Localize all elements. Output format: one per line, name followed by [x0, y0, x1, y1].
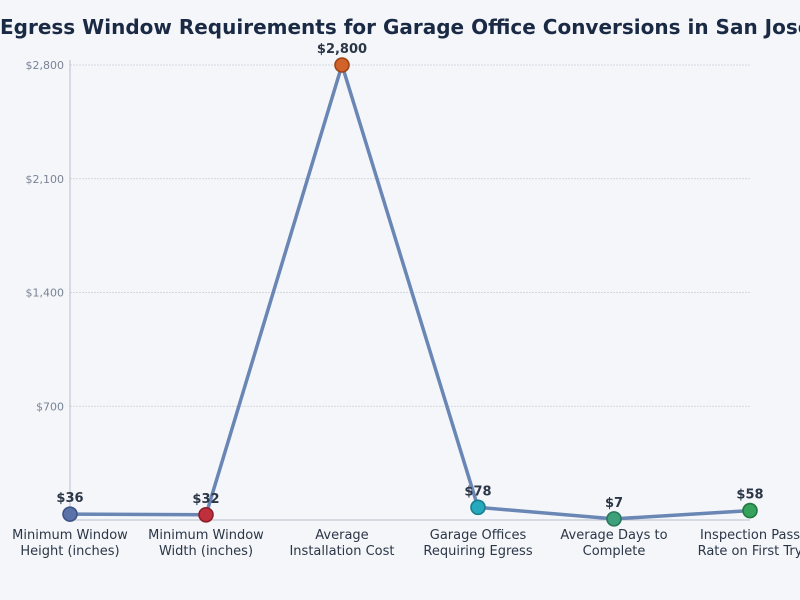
x-tick-label: Minimum Window Width (inches) — [148, 528, 264, 559]
y-tick-labels: $700 $1,400 $2,100 $2,800 — [26, 59, 65, 413]
axes — [69, 60, 750, 521]
x-tick-label-line: Minimum Window — [12, 528, 128, 543]
y-tick-label: $700 — [36, 400, 64, 413]
y-tick-label: $1,400 — [26, 287, 65, 300]
data-label: $2,800 — [317, 42, 367, 57]
y-tick-label: $2,800 — [26, 59, 65, 72]
grid-lines — [70, 64, 750, 407]
data-point — [742, 502, 758, 519]
x-tick-label: Inspection Pass Rate on First Try — [698, 528, 800, 559]
data-labels: $36 $32 $2,800 $78 $7 $58 — [56, 42, 763, 511]
data-point — [198, 506, 214, 523]
series-line-group — [68, 58, 752, 521]
x-tick-label-line: Installation Cost — [289, 544, 394, 559]
x-tick-label-line: Minimum Window — [148, 528, 264, 543]
data-label: $58 — [736, 488, 763, 503]
x-category-labels: Minimum Window Height (inches)Minimum Win… — [12, 528, 800, 559]
data-points — [62, 57, 758, 527]
x-tick-label-line: Garage Offices — [430, 528, 527, 543]
x-tick-label: Minimum Window Height (inches) — [12, 528, 128, 559]
x-tick-label: Average Days to Complete — [560, 528, 667, 559]
data-label: $78 — [464, 484, 491, 499]
x-tick-label-line: Requiring Egress — [423, 544, 532, 559]
data-point — [470, 499, 486, 516]
y-tick-label: $2,100 — [26, 173, 65, 186]
x-tick-label-line: Rate on First Try — [698, 544, 800, 559]
data-point — [334, 57, 350, 73]
x-tick-label-line: Inspection Pass — [700, 528, 800, 543]
data-point — [62, 506, 78, 522]
x-tick-label-line: Average — [315, 528, 368, 543]
data-point — [606, 511, 622, 527]
chart-title: Egress Window Requirements for Garage Of… — [0, 15, 800, 39]
x-tick-label-line: Average Days to — [560, 528, 667, 543]
x-tick-label: Average Installation Cost — [289, 528, 394, 559]
series-line — [68, 58, 752, 521]
data-label: $36 — [56, 491, 83, 506]
data-label: $7 — [605, 496, 623, 511]
x-tick-label-line: Height (inches) — [20, 544, 119, 559]
data-label: $32 — [192, 492, 219, 507]
x-tick-label: Garage Offices Requiring Egress — [423, 528, 532, 559]
x-tick-label-line: Complete — [583, 544, 646, 559]
x-tick-label-line: Width (inches) — [159, 544, 253, 559]
